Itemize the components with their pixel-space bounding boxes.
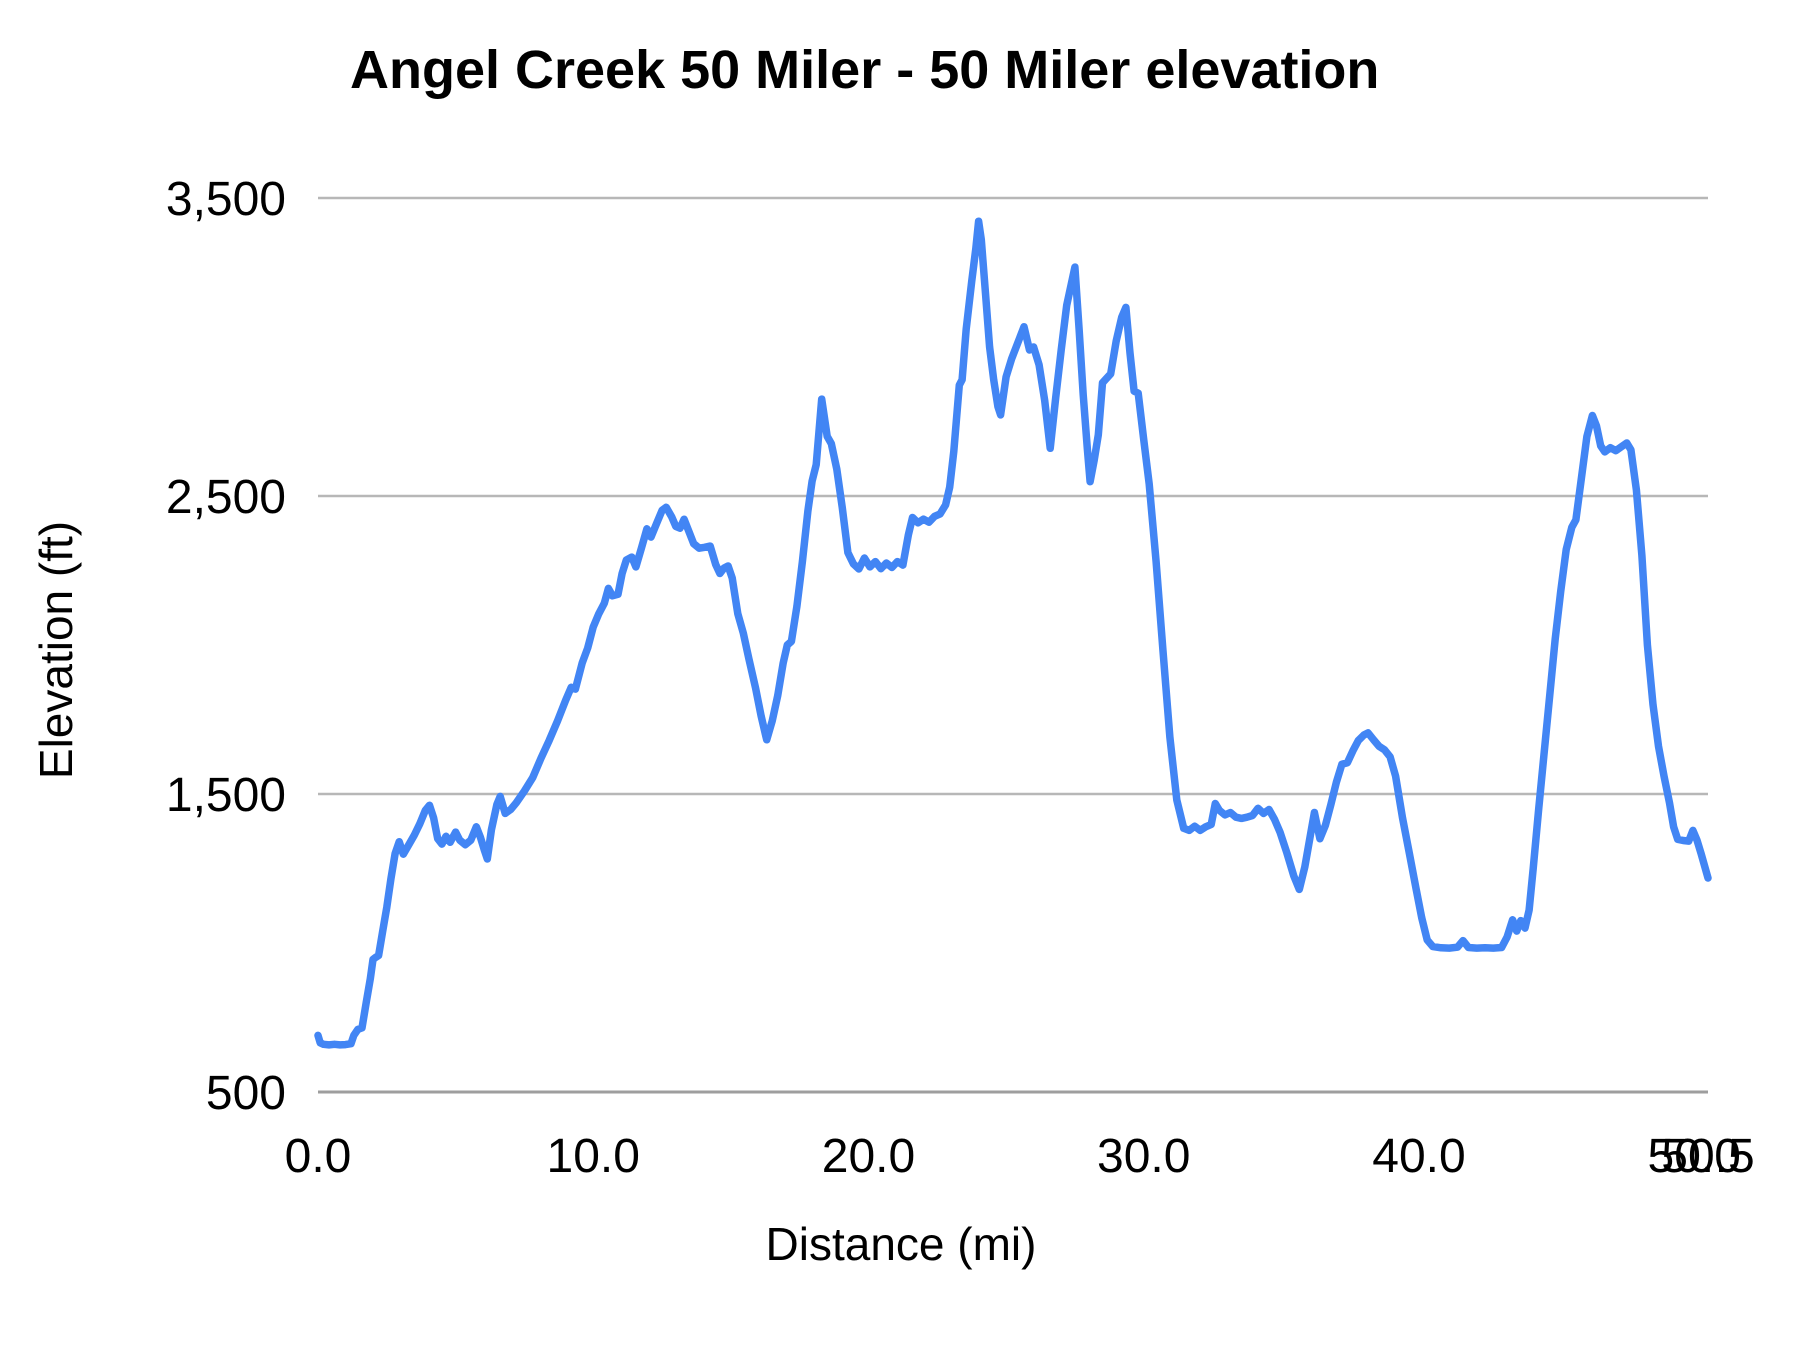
gridline-group xyxy=(318,196,1708,1094)
x-tick-label: 0.0 xyxy=(285,1130,352,1183)
x-tick-label: 50.5 xyxy=(1661,1130,1754,1183)
x-tick-label: 50.0 xyxy=(1648,1130,1741,1183)
y-axis-title: Elevation (ft) xyxy=(30,521,82,779)
x-axis-tick-labels: 0.0 10.0 20.0 30.0 40.0 50.050.5 xyxy=(285,1130,1755,1183)
series-group xyxy=(314,217,1712,1049)
y-tick-label: 1,500 xyxy=(166,769,286,822)
chart-title: Angel Creek 50 Miler - 50 Miler elevatio… xyxy=(350,40,1379,100)
x-tick-label: 20.0 xyxy=(822,1130,915,1183)
elevation-line xyxy=(314,217,1712,1049)
x-tick-label: 30.0 xyxy=(1097,1130,1190,1183)
y-axis-tick-labels: 500 1,500 2,500 3,500 xyxy=(166,173,286,1120)
x-tick-label: 10.0 xyxy=(547,1130,640,1183)
x-axis-title: Distance (mi) xyxy=(766,1218,1037,1270)
x-tick-label: 40.0 xyxy=(1372,1130,1465,1183)
y-tick-label: 3,500 xyxy=(166,173,286,226)
y-tick-label: 500 xyxy=(206,1067,286,1120)
y-tick-label: 2,500 xyxy=(166,471,286,524)
